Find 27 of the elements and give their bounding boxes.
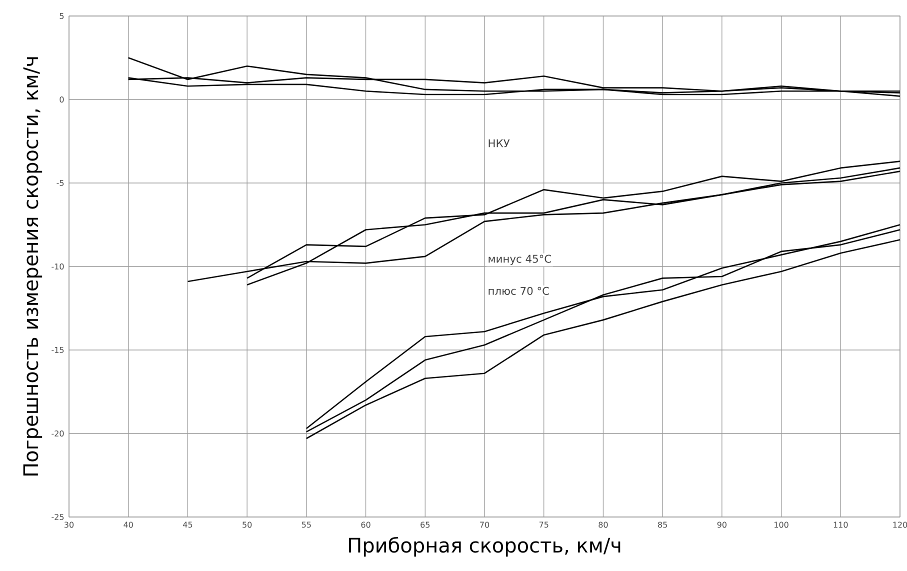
x-tick-label: 110: [834, 522, 848, 528]
x-tick-label: 50: [242, 522, 252, 528]
x-axis-title: Приборная скорость, км/ч: [349, 536, 620, 557]
y-axis-title: Погрешность измерения скорости, км/ч: [23, 57, 42, 476]
x-tick-label: 85: [658, 522, 667, 528]
x-tick-label: 45: [183, 522, 192, 528]
y-tick-label: -25: [52, 514, 64, 520]
x-tick-label: 60: [361, 522, 370, 528]
x-tick-label: 120: [893, 522, 907, 528]
x-tick-label: 100: [774, 522, 788, 528]
annotation: НКУ: [488, 139, 510, 148]
y-tick-label: -20: [52, 430, 64, 437]
y-tick-label: 5: [60, 13, 64, 19]
annotation: плюс 70 °С: [488, 286, 549, 295]
x-tick-label: 80: [598, 522, 608, 528]
y-tick-label: 0: [60, 96, 64, 103]
x-tick-label: 70: [480, 522, 490, 528]
y-tick-label: -15: [52, 347, 64, 353]
x-tick-label: 65: [420, 522, 430, 528]
annotation: минус 45°С: [488, 254, 552, 265]
x-tick-label: 90: [717, 522, 726, 528]
x-tick-label: 55: [302, 522, 311, 528]
y-tick-label: -10: [52, 263, 64, 270]
x-tick-label: 40: [124, 522, 133, 528]
x-tick-label: 75: [539, 522, 548, 528]
x-tick-label: 30: [64, 522, 74, 528]
y-tick-label: -5: [56, 180, 64, 186]
